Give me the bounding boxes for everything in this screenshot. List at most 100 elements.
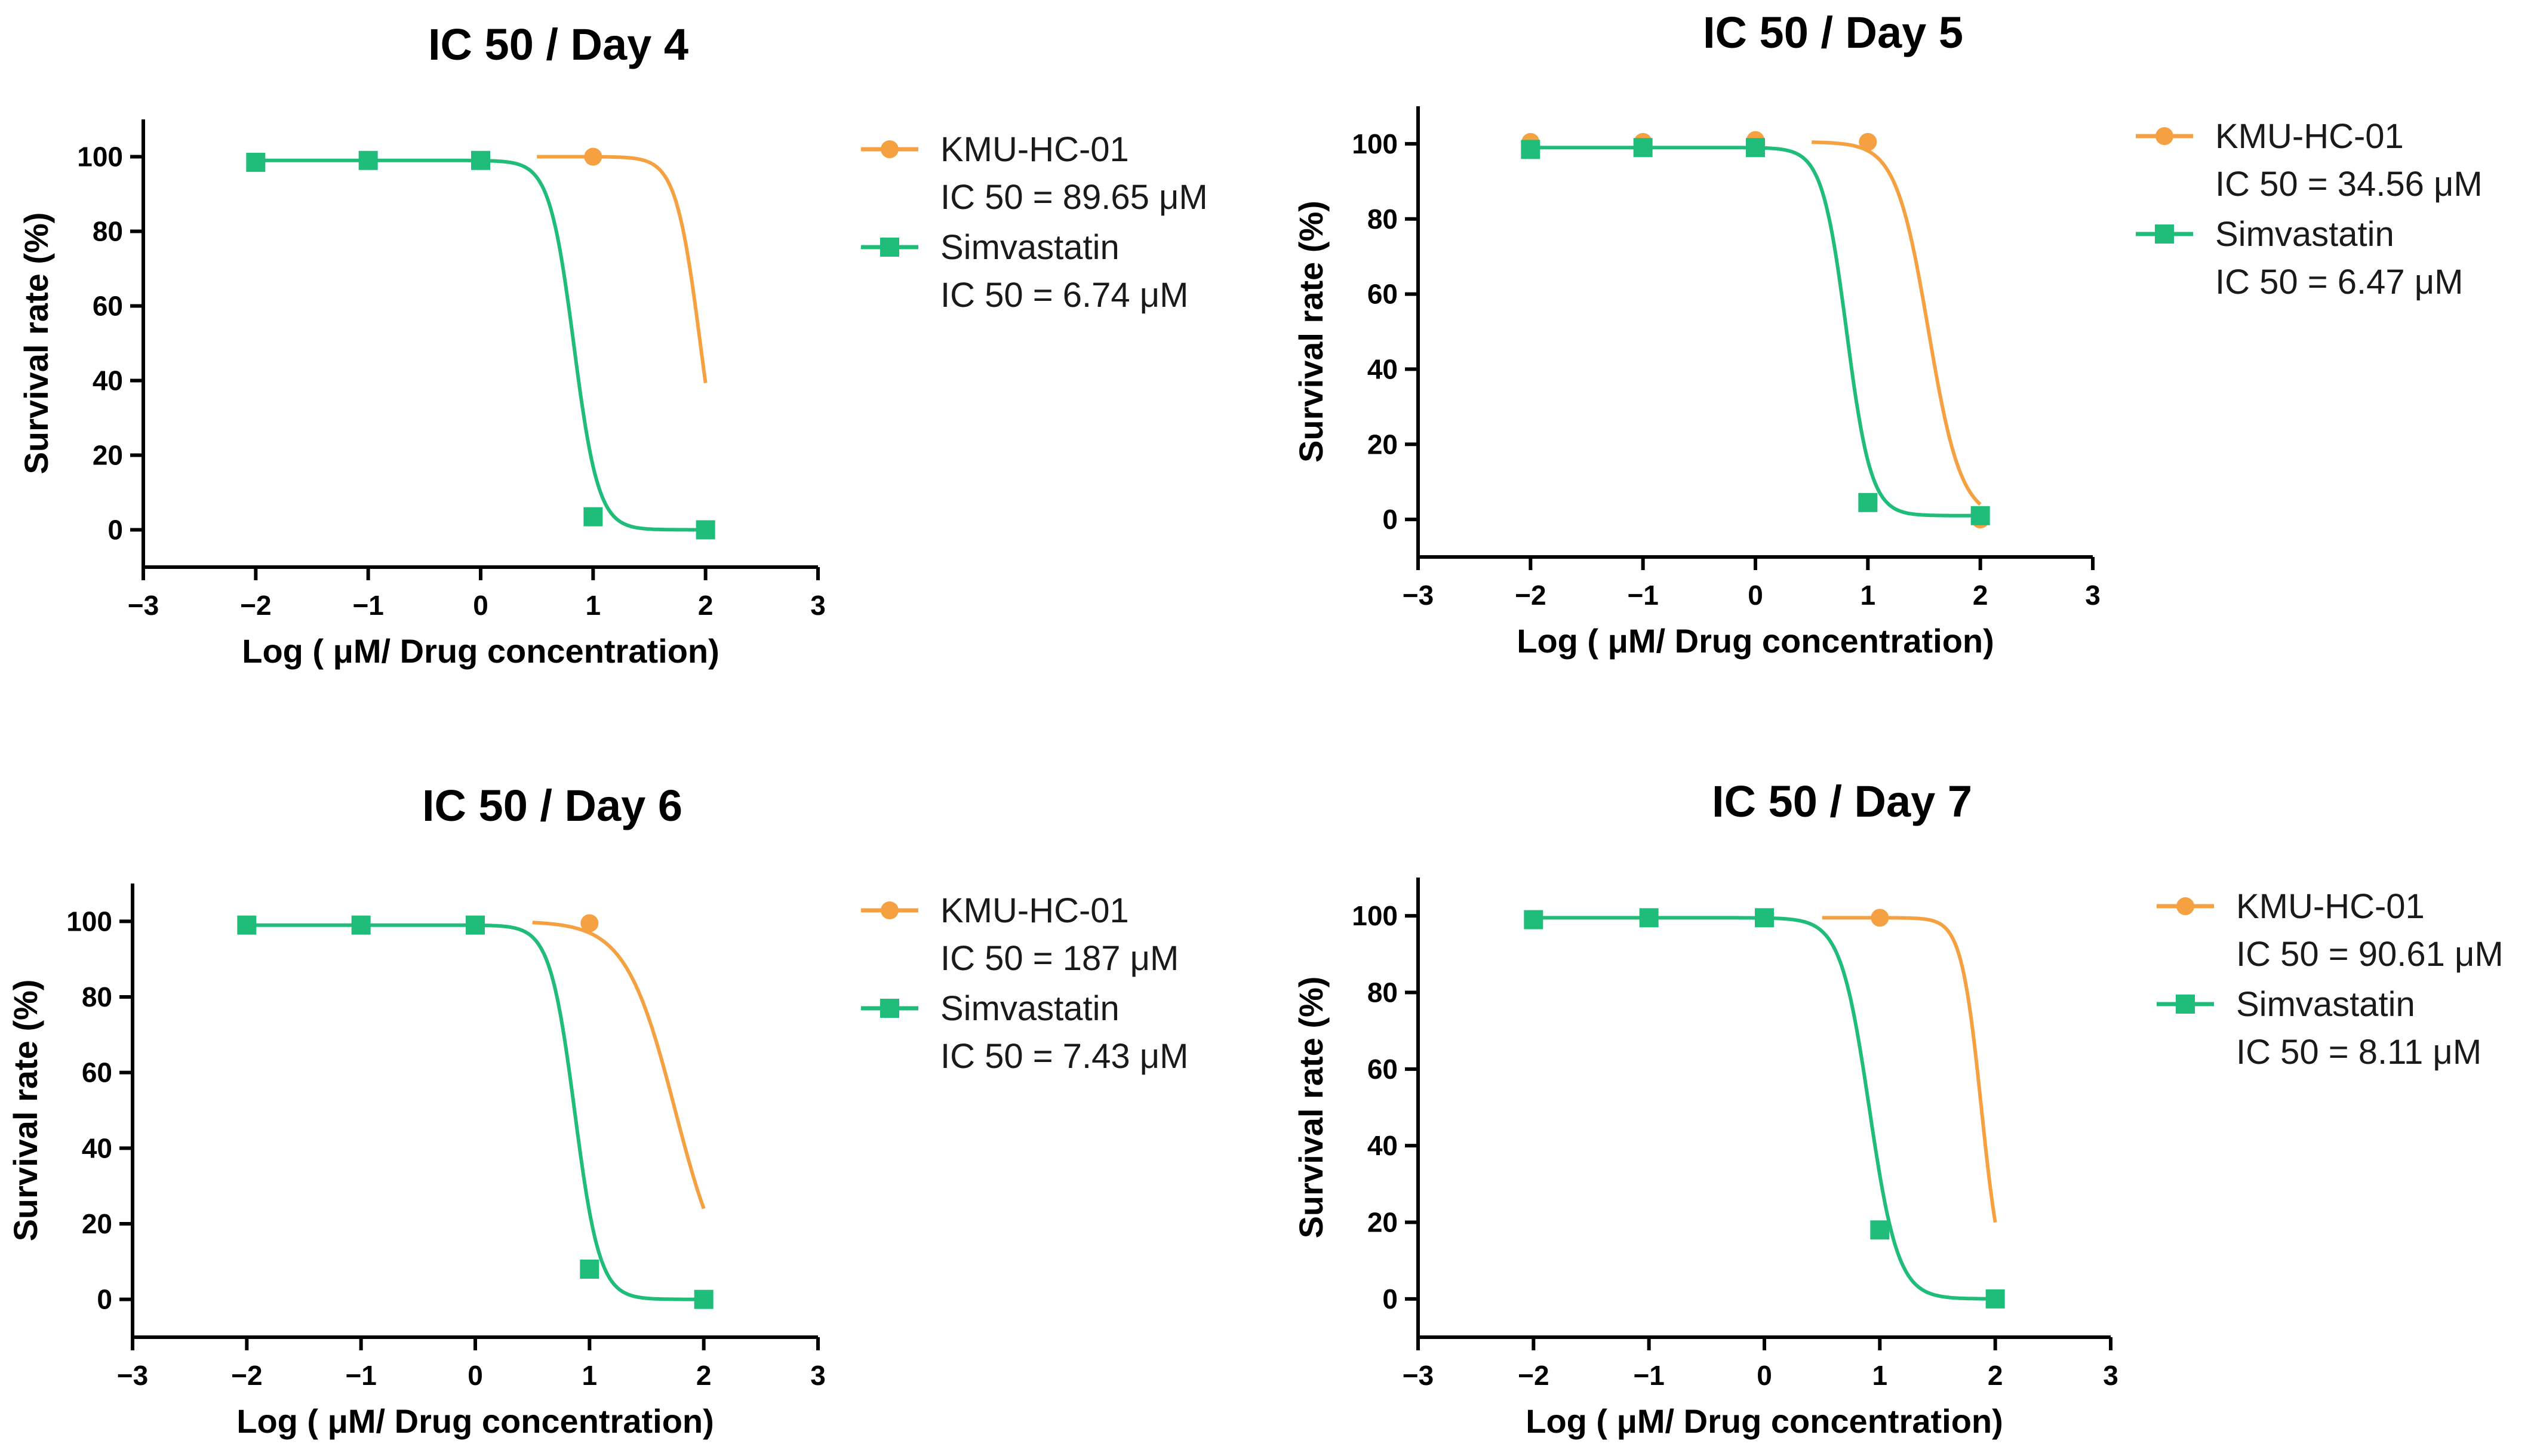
y-tick-label: 20 — [82, 1208, 112, 1239]
y-axis-label: Survival rate (%) — [1292, 201, 1330, 463]
x-tick-label: 0 — [1748, 580, 1763, 611]
x-tick-label: −1 — [1627, 580, 1658, 611]
legend-kmu-hc-01-ic50: IC 50 = 187 μM — [940, 939, 1179, 978]
simvastatin-data-point — [694, 1289, 714, 1309]
legend-simvastatin-marker — [2176, 995, 2195, 1014]
y-tick-label: 0 — [1382, 1283, 1398, 1315]
legend-kmu-hc-01-name: KMU-HC-01 — [940, 891, 1129, 930]
x-tick-label: 2 — [1973, 580, 1988, 611]
y-tick-label: 100 — [77, 141, 123, 173]
y-tick-label: 40 — [93, 365, 123, 396]
simvastatin-data-point — [1521, 140, 1540, 159]
x-tick-label: −3 — [117, 1360, 148, 1391]
x-tick-label: 3 — [810, 590, 826, 621]
legend-kmu-hc-01-ic50: IC 50 = 34.56 μM — [2215, 165, 2483, 204]
y-tick-label: 20 — [1367, 1207, 1398, 1238]
kmu-hc-01-data-point — [1859, 133, 1877, 151]
y-tick-label: 0 — [97, 1284, 112, 1315]
simvastatin-data-point — [358, 150, 378, 170]
x-tick-label: 1 — [1861, 580, 1876, 611]
kmu-hc-01-fit-curve — [1812, 140, 1982, 506]
legend-simvastatin-ic50: IC 50 = 6.74 μM — [940, 276, 1188, 315]
x-tick-label: −3 — [1403, 580, 1434, 611]
x-tick-label: 2 — [698, 590, 714, 621]
y-tick-label: 100 — [66, 906, 112, 937]
simvastatin-data-point — [1755, 908, 1774, 928]
simvastatin-data-point — [237, 915, 257, 935]
chart-title: IC 50 / Day 7 — [1712, 777, 1972, 826]
x-tick-label: 0 — [473, 590, 488, 621]
legend-simvastatin-ic50: IC 50 = 7.43 μM — [940, 1037, 1188, 1076]
legend-simvastatin-name: Simvastatin — [940, 989, 1120, 1028]
legend-simvastatin-marker — [880, 999, 899, 1018]
x-tick-label: −2 — [1515, 580, 1546, 611]
y-tick-label: 40 — [1367, 353, 1398, 384]
legend-simvastatin-name: Simvastatin — [2215, 215, 2394, 254]
x-tick-label: 3 — [2103, 1360, 2118, 1391]
y-tick-label: 100 — [1352, 128, 1398, 159]
y-tick-label: 80 — [1367, 977, 1398, 1008]
simvastatin-fit-curve — [1533, 916, 1995, 1301]
simvastatin-fit-curve — [256, 158, 706, 532]
y-tick-label: 60 — [82, 1057, 112, 1088]
x-tick-label: 0 — [1757, 1360, 1772, 1391]
y-tick-label: 80 — [93, 216, 123, 247]
y-tick-label: 20 — [93, 440, 123, 471]
simvastatin-data-point — [1870, 1220, 1890, 1240]
simvastatin-data-point — [471, 150, 490, 170]
simvastatin-data-point — [1639, 908, 1659, 928]
x-axis-label: Log ( μM/ Drug concentration) — [1517, 622, 1994, 660]
kmu-hc-01-fit-curve — [537, 155, 708, 384]
legend-kmu-hc-01-marker — [2155, 127, 2173, 145]
chart-title: IC 50 / Day 6 — [422, 781, 682, 830]
legend-simvastatin-ic50: IC 50 = 6.47 μM — [2215, 263, 2463, 301]
simvastatin-data-point — [580, 1260, 599, 1279]
y-tick-label: 60 — [1367, 279, 1398, 310]
chart-panel-day-5: IC 50 / Day 5 0 20 40 60 80 100 −3 −2 −1 0 1 2 3 Log (… — [1292, 8, 2483, 660]
x-axis-label: Log ( μM/ Drug concentration) — [236, 1402, 714, 1440]
legend-simvastatin-name: Simvastatin — [2236, 985, 2415, 1024]
y-tick-label: 40 — [1367, 1130, 1398, 1161]
x-tick-label: −1 — [1633, 1360, 1664, 1391]
legend-simvastatin-name: Simvastatin — [940, 228, 1120, 267]
y-tick-label: 40 — [82, 1132, 112, 1163]
chart-panel-day-6: IC 50 / Day 6 0 20 40 60 80 100 −3 −2 −1 0 1 2 3 Log (… — [7, 781, 1188, 1440]
simvastatin-data-point — [466, 915, 485, 935]
simvastatin-data-point — [1524, 910, 1543, 929]
y-axis-label: Survival rate (%) — [1292, 977, 1330, 1239]
legend-kmu-hc-01-name: KMU-HC-01 — [2215, 117, 2404, 156]
x-tick-label: −2 — [231, 1360, 262, 1391]
x-tick-label: −2 — [240, 590, 271, 621]
chart-panel-day-7: IC 50 / Day 7 0 20 40 60 80 100 −3 −2 −1 0 1 2 3 Log (… — [1292, 777, 2504, 1440]
y-axis-label: Survival rate (%) — [7, 980, 44, 1242]
simvastatin-data-point — [696, 520, 715, 540]
simvastatin-data-point — [1633, 138, 1653, 158]
legend-kmu-hc-01-marker — [881, 140, 899, 158]
simvastatin-data-point — [1858, 492, 1878, 512]
legend-kmu-hc-01-marker — [2176, 897, 2194, 915]
x-tick-label: −3 — [1403, 1360, 1434, 1391]
legend: KMU-HC-01 IC 50 = 89.65 μM Simvastatin IC 5… — [861, 130, 1208, 315]
x-axis-label: Log ( μM/ Drug concentration) — [1526, 1402, 2003, 1440]
y-tick-label: 20 — [1367, 429, 1398, 460]
chart-title: IC 50 / Day 5 — [1703, 8, 1963, 57]
x-tick-label: 3 — [2085, 580, 2101, 611]
y-tick-label: 60 — [1367, 1054, 1398, 1085]
x-tick-label: 1 — [582, 1360, 598, 1391]
x-tick-label: 1 — [586, 590, 601, 621]
legend-simvastatin-ic50: IC 50 = 8.11 μM — [2236, 1033, 2481, 1072]
x-tick-label: 1 — [1872, 1360, 1888, 1391]
x-tick-label: 3 — [810, 1360, 826, 1391]
y-tick-label: 100 — [1352, 900, 1398, 931]
legend-simvastatin-marker — [2155, 224, 2174, 244]
legend: KMU-HC-01 IC 50 = 90.61 μM Simvastatin IC 5… — [2157, 887, 2504, 1072]
y-tick-label: 0 — [107, 515, 123, 546]
chart-panel-day-4: IC 50 / Day 4 0 20 40 60 80 100 −3 −2 −1 0 1 2 3 Log (… — [17, 20, 1208, 670]
x-tick-label: −2 — [1518, 1360, 1549, 1391]
kmu-hc-01-data-point — [580, 914, 599, 932]
legend-kmu-hc-01-ic50: IC 50 = 90.61 μM — [2236, 935, 2504, 974]
y-tick-label: 60 — [93, 291, 123, 322]
kmu-hc-01-data-point — [1871, 909, 1889, 927]
legend-kmu-hc-01-name: KMU-HC-01 — [2236, 887, 2425, 926]
simvastatin-data-point — [1970, 506, 1990, 525]
